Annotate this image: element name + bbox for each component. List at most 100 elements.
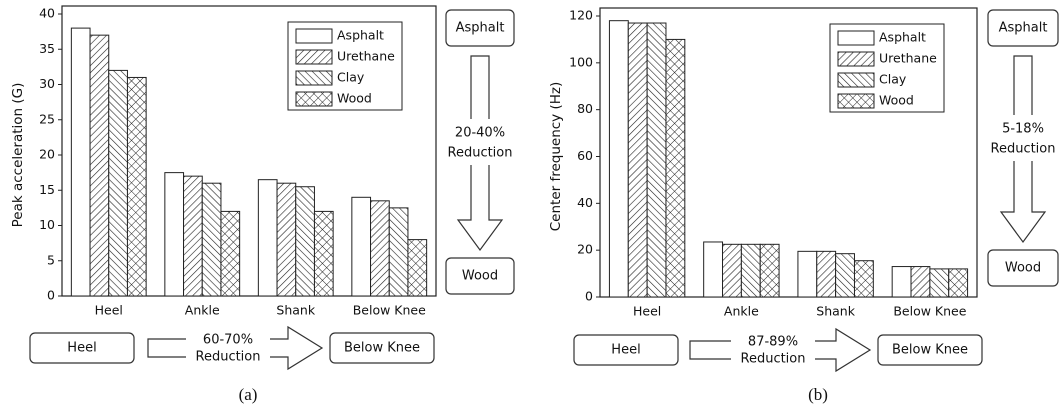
legend-label: Wood (879, 93, 914, 108)
reduction-text: Reduction (196, 350, 261, 365)
x-tick-label: Heel (633, 304, 661, 319)
y-tick-label: 40 (577, 195, 593, 210)
legend-swatch (295, 70, 333, 86)
arrow-gap (983, 115, 1063, 161)
legend-swatch (295, 49, 333, 65)
y-tick-label: 20 (577, 242, 593, 257)
legend-label: Asphalt (879, 30, 926, 45)
bar (276, 182, 297, 297)
y-tick-label: 60 (577, 148, 593, 163)
y-tick-label: 20 (39, 147, 55, 162)
legend-swatch (837, 30, 875, 46)
side-bottom: Wood (1005, 261, 1041, 276)
y-tick-label: 15 (39, 182, 55, 197)
bar (665, 38, 686, 298)
legend-swatch (837, 93, 875, 109)
bar (295, 186, 315, 297)
bar (910, 266, 931, 298)
y-tick-label: 5 (47, 252, 55, 267)
reduction-text: 20-40% (455, 126, 505, 141)
y-axis-label: Center frequency (Hz) (548, 82, 564, 232)
bottom-left: Heel (611, 343, 640, 358)
bottom-right-box (329, 332, 435, 364)
bottom-left: Heel (67, 341, 96, 356)
side-bottom-box (987, 249, 1059, 287)
side-top-box (987, 9, 1059, 47)
bar (183, 175, 203, 297)
legend-label: Clay (337, 70, 365, 85)
y-tick-label: 10 (39, 217, 55, 232)
arrow-gap (186, 330, 270, 366)
bar (948, 268, 969, 298)
bar (740, 243, 761, 298)
y-tick-label: 25 (39, 111, 55, 126)
arrow-gap (731, 332, 815, 368)
bar (313, 210, 334, 297)
y-tick-label: 80 (577, 101, 593, 116)
side-top: Asphalt (999, 21, 1048, 36)
legend-label: Clay (879, 72, 907, 87)
bar (853, 260, 874, 298)
y-axis-label: Peak acceleration (G) (10, 83, 26, 228)
bar (929, 268, 950, 298)
bottom-right: Below Knee (344, 341, 420, 356)
reduction-text: Reduction (741, 352, 806, 367)
y-tick-label: 0 (585, 289, 593, 304)
y-tick-label: 30 (39, 76, 55, 91)
bar (759, 243, 780, 298)
bar (816, 250, 837, 298)
bar (70, 27, 91, 297)
bottom-left-box (573, 334, 679, 366)
bar (164, 172, 185, 297)
bar (220, 210, 241, 297)
side-bottom-box (445, 257, 515, 295)
bottom-right-box (877, 334, 983, 366)
bar (388, 207, 409, 297)
x-tick-label: Below Knee (353, 303, 426, 318)
y-tick-label: 35 (39, 41, 55, 56)
bar (722, 243, 742, 298)
panel-label: (a) (239, 385, 258, 404)
y-tick-label: 0 (47, 288, 55, 303)
bar (797, 250, 818, 298)
bar (370, 200, 390, 297)
bar (646, 22, 667, 298)
bar (257, 179, 278, 297)
x-tick-label: Shank (816, 304, 855, 319)
bar (835, 253, 855, 298)
plot-frame (61, 5, 437, 297)
y-tick-label: 40 (39, 6, 55, 21)
side-top-box (445, 9, 515, 47)
y-tick-label: 120 (569, 8, 593, 23)
arrow-gap (440, 119, 520, 165)
legend-swatch (295, 91, 333, 107)
legend-swatch (837, 51, 875, 67)
x-tick-label: Below Knee (893, 304, 966, 319)
reduction-text: 5-18% (1002, 122, 1044, 137)
bar (407, 239, 428, 297)
side-bottom: Wood (462, 269, 498, 284)
bar (126, 76, 147, 297)
y-tick-label: 100 (569, 54, 593, 69)
legend-label: Urethane (337, 49, 395, 64)
bar (891, 266, 912, 298)
bar (703, 241, 724, 298)
bar (201, 182, 222, 297)
bar (627, 22, 648, 298)
panel-label: (b) (808, 385, 828, 404)
legend-swatch (295, 28, 333, 44)
bottom-right: Below Knee (892, 343, 968, 358)
x-tick-label: Shank (276, 303, 315, 318)
x-tick-label: Heel (95, 303, 123, 318)
bar (351, 196, 372, 297)
side-top: Asphalt (456, 21, 505, 36)
reduction-text: 60-70% (203, 333, 253, 348)
x-tick-label: Ankle (724, 304, 759, 319)
reduction-text: Reduction (448, 146, 513, 161)
x-tick-label: Ankle (185, 303, 220, 318)
bar (608, 20, 629, 298)
legend-label: Asphalt (337, 28, 384, 43)
bar (89, 34, 110, 297)
plot-frame (599, 7, 978, 298)
legend-swatch (837, 72, 875, 88)
